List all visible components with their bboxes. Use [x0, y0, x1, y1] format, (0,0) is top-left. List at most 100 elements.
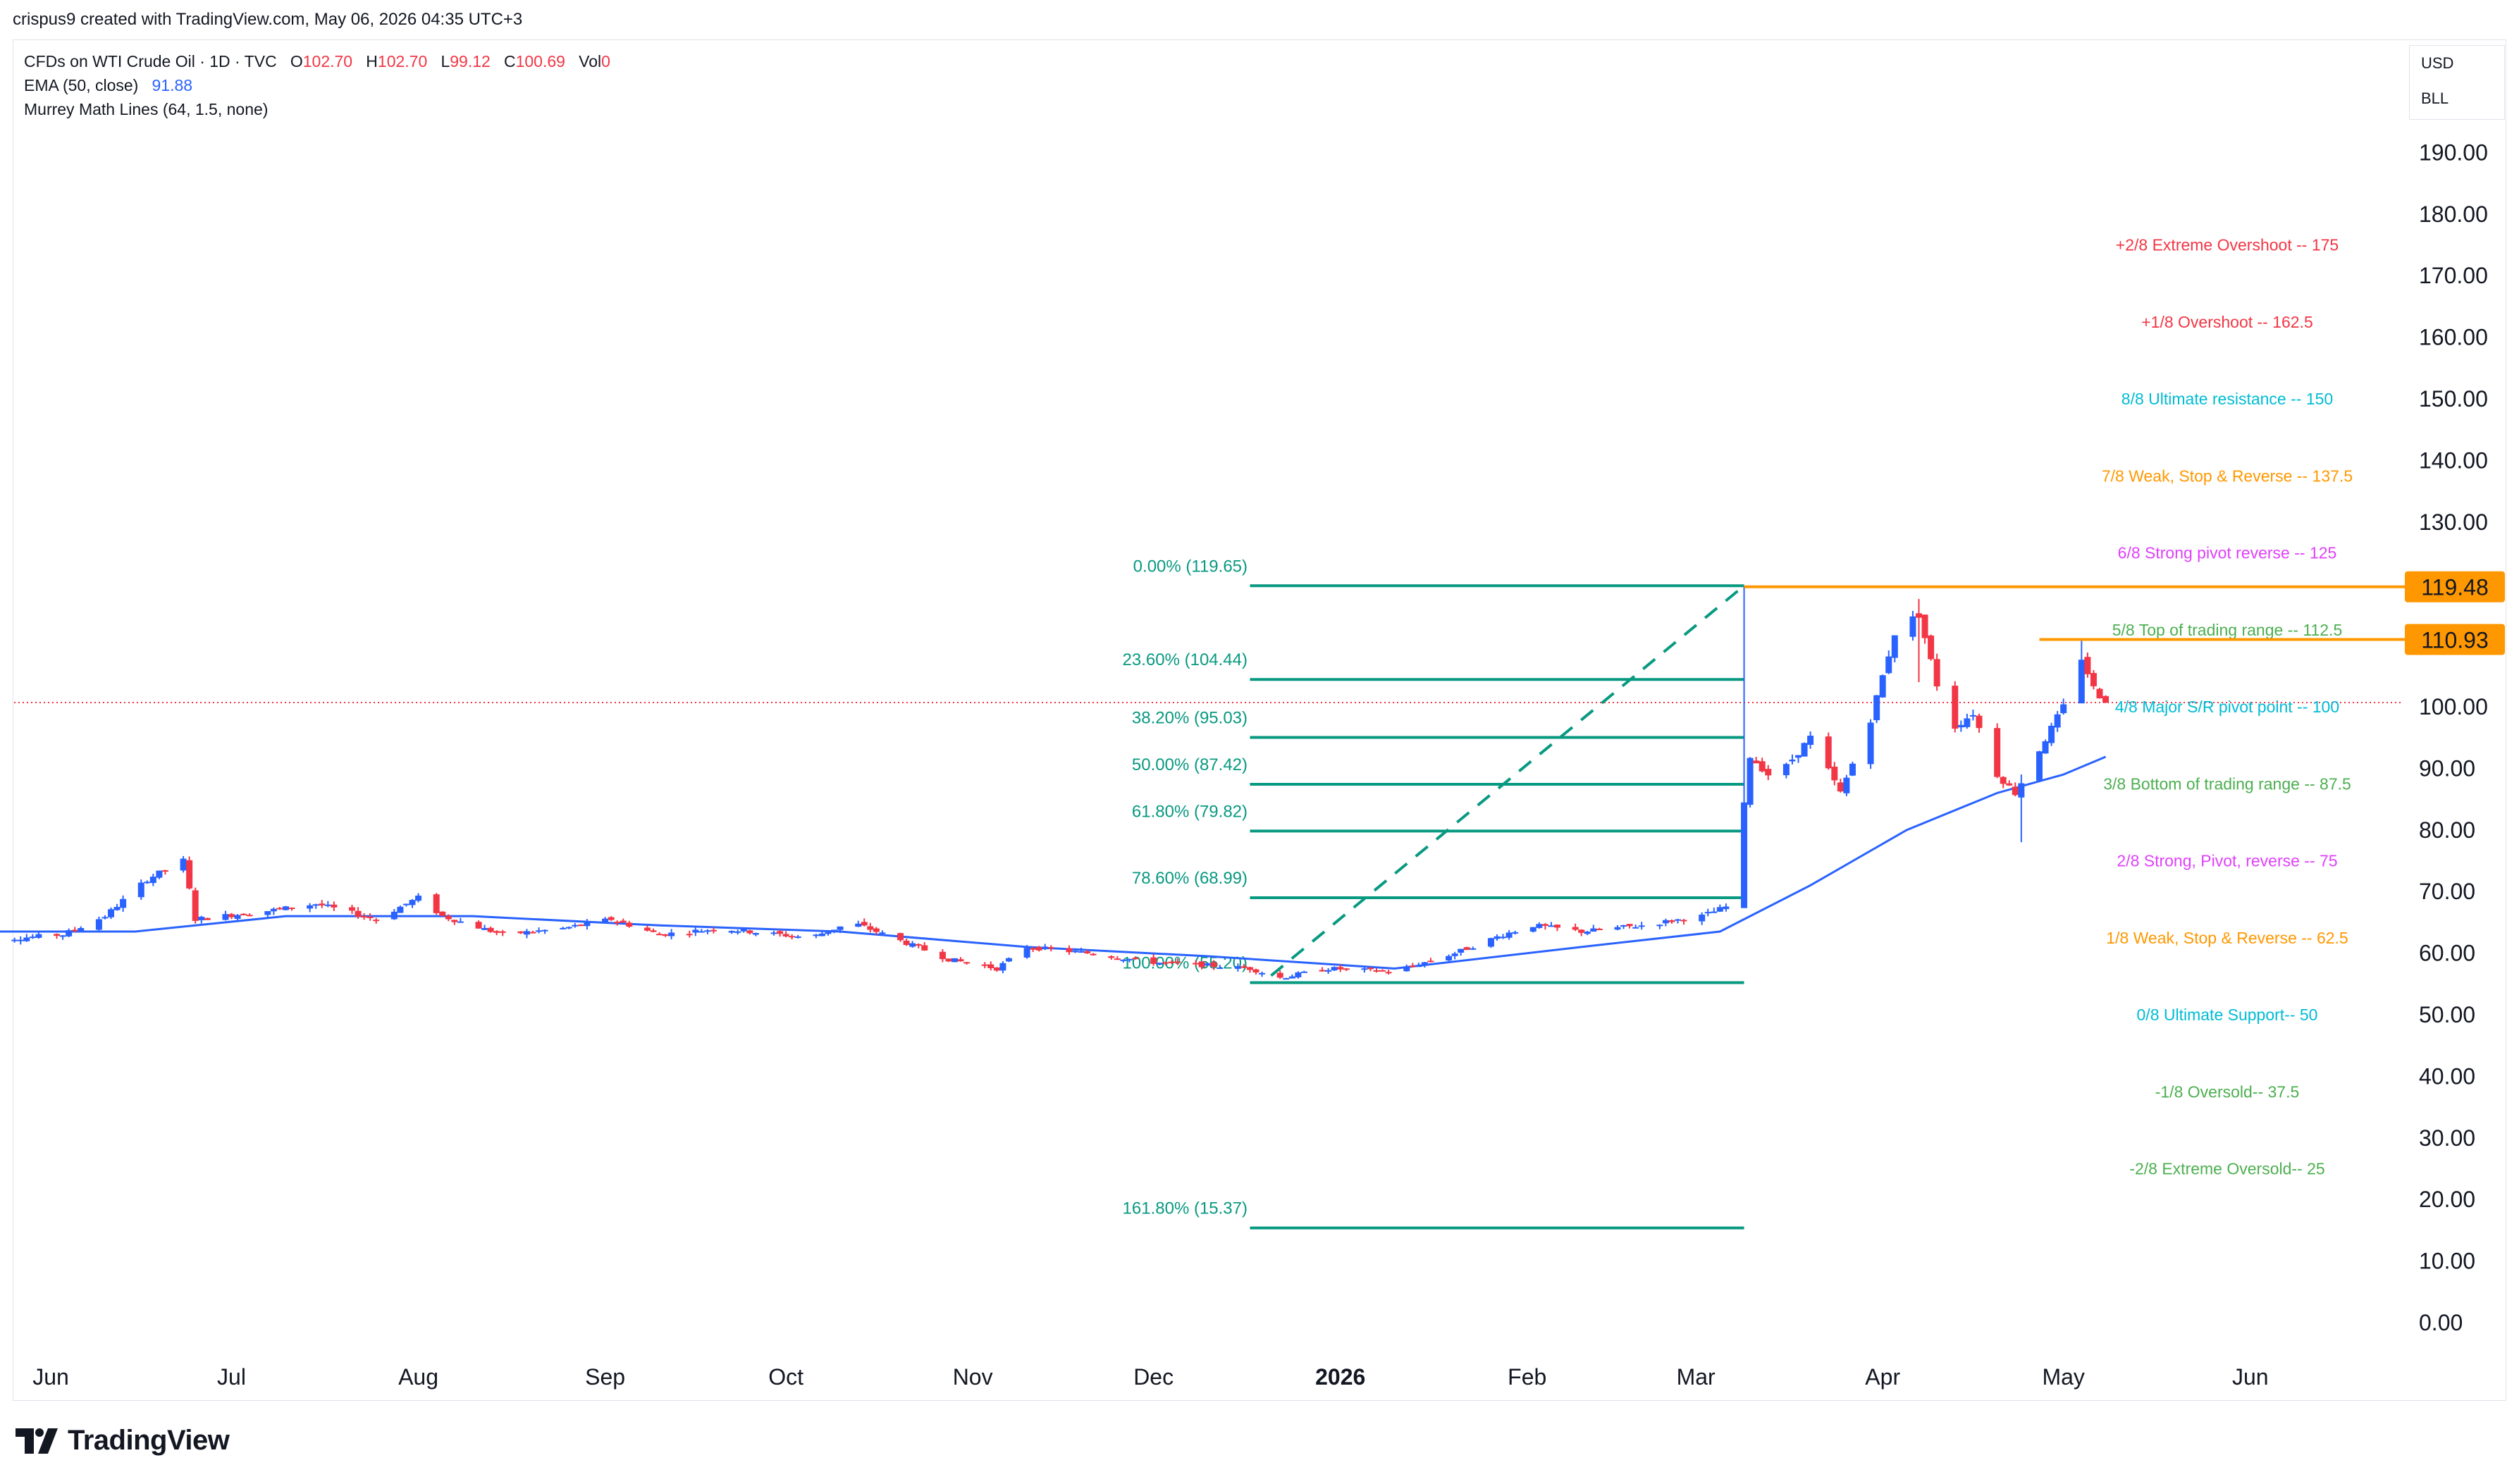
fib-level-label: 78.60% (68.99) [1132, 869, 1248, 888]
candle-body [1415, 965, 1422, 967]
candle-body [643, 927, 651, 931]
candle-body [873, 928, 880, 932]
candle-body [1536, 924, 1543, 928]
candle-body [1879, 675, 1886, 698]
candle-body [240, 913, 247, 915]
candle-body [987, 964, 994, 968]
legend-ema-row[interactable]: EMA (50, close) 91.88 [24, 73, 610, 97]
candle-body [662, 934, 669, 936]
candle-body [668, 932, 675, 936]
candle-body [23, 937, 30, 941]
candle-body [1933, 659, 1940, 687]
candle-body [523, 931, 530, 935]
x-tick-label: Mar [1677, 1364, 1716, 1390]
fib-trend-line [1270, 584, 1745, 977]
candle-body [734, 931, 741, 933]
unit-label: BLL [2421, 89, 2449, 107]
candle-body [1885, 656, 1892, 674]
candle-body [1976, 715, 1983, 729]
x-tick-label: Aug [398, 1364, 438, 1390]
candle-body [1090, 953, 1097, 956]
murrey-line-label: 0/8 Ultimate Support-- 50 [2137, 1006, 2318, 1024]
candle-body [1505, 932, 1513, 938]
candle-body [1638, 925, 1645, 927]
candle-body [752, 933, 759, 935]
y-tick-label: 100.00 [2419, 694, 2488, 719]
candle-body [288, 908, 295, 910]
y-tick-label: 140.00 [2419, 447, 2488, 473]
y-tick-label: 20.00 [2419, 1187, 2475, 1212]
candle-body [1656, 925, 1663, 927]
candle-body [149, 877, 156, 884]
y-tick-label: 190.00 [2419, 140, 2488, 165]
candle-body [1541, 924, 1548, 926]
candle-body [349, 907, 355, 911]
candle-body [108, 909, 114, 917]
candle-body [1446, 956, 1453, 961]
candle-body [1042, 946, 1049, 950]
candle-body [825, 932, 832, 934]
close-label: C [503, 52, 516, 70]
candle-body [1704, 912, 1711, 914]
candle-body [1288, 976, 1295, 979]
candle-body [1210, 962, 1217, 967]
candle-body [433, 894, 440, 913]
candle-body [1626, 924, 1633, 927]
fib-level-label: 0.00% (119.65) [1133, 557, 1248, 576]
x-tick-label: Jun [32, 1364, 69, 1390]
candle-body [361, 916, 368, 918]
candle-body [409, 900, 416, 905]
legend-symbol-row[interactable]: CFDs on WTI Crude Oil · 1D · TVC O102.70… [24, 49, 610, 73]
y-tick-label: 60.00 [2419, 941, 2475, 966]
candle-body [1662, 920, 1669, 924]
tradingview-logo[interactable]: TradingView [16, 1425, 230, 1457]
candle-body [2078, 660, 2085, 704]
candle-body [1030, 948, 1037, 950]
candle-body [1168, 961, 1175, 963]
candle-body [1337, 967, 1344, 970]
candle-body [1385, 972, 1392, 974]
candle-body [499, 931, 506, 933]
fib-level-label: 50.00% (87.42) [1132, 755, 1248, 774]
candle-body [1969, 715, 1976, 717]
candle-body [909, 943, 916, 947]
currency-unit-box[interactable]: USD BLL [2409, 45, 2505, 120]
candle-body [1572, 927, 1579, 930]
candle-body [282, 906, 289, 910]
candle-body [1825, 736, 1832, 769]
candle-body [1632, 927, 1639, 929]
x-tick-label: 2026 [1315, 1364, 1365, 1390]
candle-body [95, 919, 102, 930]
candle-body [1529, 927, 1536, 932]
y-tick-label: 80.00 [2419, 817, 2475, 843]
x-tick-label: Sep [585, 1364, 625, 1390]
candle-body [1765, 769, 1772, 776]
candle-body [993, 967, 1000, 971]
candle-body [1493, 936, 1501, 939]
candle-body [1463, 947, 1470, 951]
murrey-label: Murrey Math Lines (64, 1.5, none) [24, 100, 269, 118]
y-tick-label: 160.00 [2419, 325, 2488, 350]
candle-body [144, 882, 151, 884]
candle-body [1921, 614, 1928, 638]
candle-body [710, 929, 717, 932]
chart-credit: crispus9 created with TradingView.com, M… [13, 10, 523, 29]
low-label: L [441, 52, 450, 70]
candle-body [608, 917, 615, 920]
murrey-line-label: 2/8 Strong, Pivot, reverse -- 75 [2117, 852, 2337, 870]
currency-label: USD [2421, 54, 2454, 72]
candle-body [276, 908, 283, 910]
legend-murrey-row[interactable]: Murrey Math Lines (64, 1.5, none) [24, 97, 610, 121]
ema-label: EMA (50, close) [24, 76, 139, 94]
candle-body [439, 911, 446, 916]
candle-body [264, 911, 271, 915]
candle-body [1078, 951, 1085, 953]
fib-level-label: 23.60% (104.44) [1123, 650, 1248, 669]
candle-body [1668, 920, 1675, 922]
candle-body [397, 906, 404, 913]
candle-body [945, 958, 952, 962]
candle-body [390, 911, 398, 920]
candle-body [1114, 958, 1121, 960]
candle-body [1831, 767, 1838, 781]
